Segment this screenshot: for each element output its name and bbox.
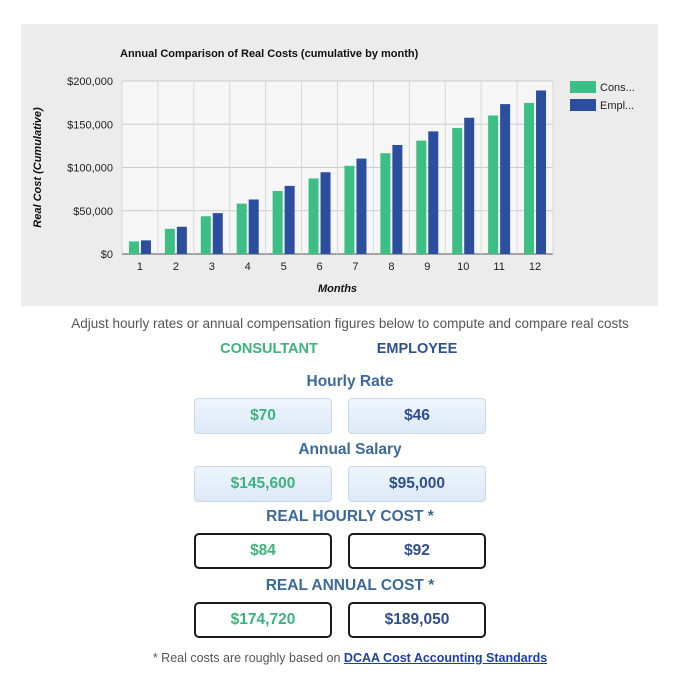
bar-consultant (308, 178, 319, 254)
bar-consultant (380, 153, 391, 254)
employee-column-header: EMPLOYEE (376, 341, 458, 357)
x-tick-label: 10 (457, 261, 469, 273)
consultant-real-hourly-cost: $84 (194, 533, 332, 569)
y-tick-label: $100,000 (67, 163, 113, 175)
legend-swatch-employee (570, 99, 596, 111)
employee-annual-salary-input[interactable]: $95,000 (348, 466, 486, 502)
bar-employee (284, 185, 295, 254)
bar-consultant (200, 216, 211, 254)
bar-employee (320, 172, 331, 254)
instructions-caption: Adjust hourly rates or annual compensati… (71, 316, 629, 331)
y-tick-label: $0 (101, 249, 113, 261)
bar-consultant (344, 165, 355, 254)
bar-consultant (488, 115, 499, 254)
y-tick-label: $200,000 (67, 76, 113, 88)
bar-employee (392, 144, 403, 254)
bar-consultant (236, 203, 247, 254)
hourly-rate-title: Hourly Rate (306, 373, 394, 390)
annual-salary-title: Annual Salary (298, 441, 402, 458)
x-tick-label: 1 (137, 261, 143, 273)
y-tick-label: $50,000 (73, 206, 113, 218)
employee-real-hourly-cost: $92 (348, 533, 486, 569)
bar-employee (212, 213, 223, 254)
legend-swatch-consultant (570, 81, 596, 93)
x-axis-label: Months (318, 283, 357, 295)
bar-employee (500, 104, 511, 254)
x-tick-label: 9 (424, 261, 430, 273)
dcaa-standards-link[interactable]: DCAA Cost Accounting Standards (343, 651, 548, 665)
x-tick-label: 2 (173, 261, 179, 273)
x-tick-label: 7 (352, 261, 358, 273)
consultant-column-header: CONSULTANT (220, 341, 318, 357)
employee-hourly-rate-input[interactable]: $46 (348, 398, 486, 434)
bar-consultant (128, 241, 139, 254)
consultant-real-annual-cost: $174,720 (194, 602, 332, 638)
bar-consultant (416, 140, 427, 254)
real-hourly-cost-title: REAL HOURLY COST * (266, 508, 434, 525)
x-tick-label: 4 (245, 261, 251, 273)
x-tick-label: 5 (281, 261, 287, 273)
y-tick-label: $150,000 (67, 119, 113, 131)
bar-employee (356, 158, 367, 254)
consultant-hourly-rate-input[interactable]: $70 (194, 398, 332, 434)
bar-employee (248, 199, 259, 254)
chart-title: Annual Comparison of Real Costs (cumulat… (120, 48, 419, 60)
bar-consultant (524, 102, 535, 254)
bar-employee (464, 117, 475, 255)
bar-consultant (164, 228, 175, 254)
bar-employee (140, 240, 151, 254)
x-tick-label: 12 (529, 261, 541, 273)
footnote-text: * Real costs are roughly based on (152, 651, 344, 665)
bar-employee (176, 226, 187, 254)
bar-consultant (452, 128, 463, 254)
y-axis-label: Real Cost (Cumulative) (32, 107, 44, 228)
x-tick-label: 3 (209, 261, 215, 273)
bar-employee (428, 131, 439, 254)
bar-consultant (272, 191, 283, 254)
consultant-annual-salary-input[interactable]: $145,600 (194, 466, 332, 502)
employee-real-annual-cost: $189,050 (348, 602, 486, 638)
footnote: * Real costs are roughly based on DCAA C… (0, 651, 700, 665)
x-tick-label: 6 (316, 261, 322, 273)
real-annual-cost-title: REAL ANNUAL COST * (265, 577, 435, 594)
x-tick-label: 11 (493, 261, 504, 273)
legend-label-consultant: Cons... (600, 82, 635, 94)
bar-employee (536, 90, 547, 255)
cost-comparison-chart: $0 $50,000 $100,000 $150,000 $200,000 1 2 3 4 5 6 7… (21, 24, 658, 306)
legend-label-employee: Empl... (600, 100, 634, 112)
x-tick-label: 8 (388, 261, 394, 273)
